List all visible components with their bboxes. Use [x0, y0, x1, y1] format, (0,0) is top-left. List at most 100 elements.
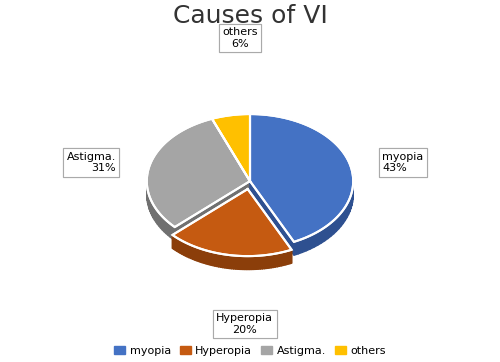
- Polygon shape: [258, 256, 260, 269]
- Polygon shape: [158, 211, 159, 226]
- Polygon shape: [280, 252, 281, 266]
- Polygon shape: [223, 254, 225, 268]
- Polygon shape: [350, 195, 351, 212]
- Polygon shape: [282, 252, 284, 266]
- Polygon shape: [232, 255, 234, 269]
- Text: myopia
43%: myopia 43%: [382, 152, 424, 173]
- Polygon shape: [302, 237, 306, 252]
- Text: Astigma.
31%: Astigma. 31%: [66, 152, 116, 173]
- Polygon shape: [278, 253, 280, 267]
- Polygon shape: [347, 201, 348, 218]
- Polygon shape: [186, 243, 188, 257]
- Polygon shape: [214, 253, 216, 266]
- Polygon shape: [172, 226, 175, 240]
- Polygon shape: [212, 252, 214, 266]
- Polygon shape: [160, 215, 162, 230]
- Polygon shape: [275, 253, 278, 267]
- Text: Astigma.
31%: Astigma. 31%: [66, 152, 116, 173]
- Polygon shape: [306, 236, 310, 251]
- Polygon shape: [273, 254, 275, 268]
- Polygon shape: [328, 223, 330, 239]
- Polygon shape: [182, 241, 184, 255]
- Polygon shape: [271, 254, 273, 268]
- Polygon shape: [238, 256, 240, 269]
- Polygon shape: [200, 249, 202, 263]
- Polygon shape: [252, 256, 254, 269]
- Polygon shape: [351, 193, 352, 209]
- Polygon shape: [225, 254, 228, 268]
- Text: myopia
43%: myopia 43%: [382, 152, 424, 173]
- Polygon shape: [240, 256, 242, 269]
- Polygon shape: [162, 216, 164, 232]
- Text: Hyperopia
20%: Hyperopia 20%: [216, 313, 274, 335]
- Polygon shape: [321, 228, 324, 243]
- Polygon shape: [284, 252, 286, 265]
- Polygon shape: [202, 249, 204, 263]
- Polygon shape: [176, 237, 177, 251]
- Polygon shape: [212, 114, 250, 181]
- Polygon shape: [164, 218, 166, 233]
- Polygon shape: [147, 119, 250, 227]
- Polygon shape: [334, 218, 336, 234]
- Polygon shape: [221, 254, 223, 268]
- Polygon shape: [314, 232, 318, 247]
- Polygon shape: [336, 215, 338, 231]
- Polygon shape: [151, 201, 152, 216]
- Polygon shape: [156, 209, 158, 224]
- Polygon shape: [266, 255, 268, 268]
- Polygon shape: [193, 246, 194, 260]
- Polygon shape: [250, 181, 294, 255]
- Polygon shape: [290, 250, 292, 264]
- Polygon shape: [318, 230, 321, 245]
- Polygon shape: [172, 235, 174, 249]
- Polygon shape: [256, 256, 258, 269]
- Polygon shape: [228, 255, 230, 269]
- Polygon shape: [210, 252, 212, 265]
- Polygon shape: [262, 255, 264, 269]
- Polygon shape: [248, 189, 292, 263]
- Polygon shape: [343, 207, 345, 223]
- Polygon shape: [310, 234, 314, 249]
- Polygon shape: [194, 247, 196, 261]
- Polygon shape: [324, 225, 328, 241]
- Polygon shape: [338, 213, 341, 229]
- Polygon shape: [341, 210, 343, 226]
- Polygon shape: [204, 250, 206, 264]
- Polygon shape: [154, 207, 156, 222]
- Polygon shape: [170, 224, 172, 239]
- Title: Causes of VI: Causes of VI: [172, 4, 328, 28]
- Polygon shape: [242, 256, 244, 269]
- Polygon shape: [168, 222, 170, 237]
- Polygon shape: [198, 248, 200, 262]
- Polygon shape: [294, 240, 298, 255]
- Polygon shape: [254, 256, 256, 269]
- Polygon shape: [244, 256, 247, 270]
- Polygon shape: [345, 204, 347, 220]
- Polygon shape: [174, 236, 176, 251]
- Polygon shape: [178, 239, 180, 253]
- Polygon shape: [177, 238, 178, 252]
- Text: Hyperopia
20%: Hyperopia 20%: [216, 313, 274, 335]
- Polygon shape: [148, 194, 150, 210]
- Polygon shape: [286, 251, 288, 265]
- Polygon shape: [330, 220, 334, 236]
- Polygon shape: [216, 253, 218, 267]
- Legend: myopia, Hyperopia, Astigma., others: myopia, Hyperopia, Astigma., others: [110, 341, 390, 360]
- Polygon shape: [166, 220, 168, 235]
- Polygon shape: [247, 256, 249, 270]
- Polygon shape: [260, 256, 262, 269]
- Polygon shape: [172, 189, 292, 256]
- Polygon shape: [268, 254, 271, 268]
- Polygon shape: [159, 213, 160, 228]
- Polygon shape: [172, 189, 248, 248]
- Polygon shape: [298, 239, 302, 254]
- Polygon shape: [249, 256, 252, 270]
- Text: others
6%: others 6%: [222, 28, 258, 49]
- Polygon shape: [218, 253, 221, 267]
- Polygon shape: [150, 198, 151, 214]
- Polygon shape: [208, 251, 210, 265]
- Polygon shape: [250, 114, 353, 242]
- Text: others
6%: others 6%: [222, 28, 258, 49]
- Polygon shape: [191, 245, 193, 259]
- Polygon shape: [189, 244, 191, 258]
